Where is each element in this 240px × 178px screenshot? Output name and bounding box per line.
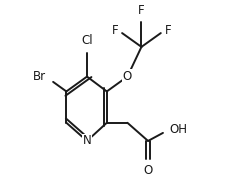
- Text: O: O: [144, 164, 153, 177]
- Text: Br: Br: [33, 70, 46, 83]
- Text: O: O: [123, 70, 132, 83]
- Text: F: F: [112, 24, 118, 37]
- Text: F: F: [138, 4, 145, 17]
- Text: OH: OH: [169, 123, 187, 136]
- Text: Cl: Cl: [81, 34, 93, 47]
- Text: N: N: [83, 134, 91, 147]
- Text: F: F: [165, 24, 171, 37]
